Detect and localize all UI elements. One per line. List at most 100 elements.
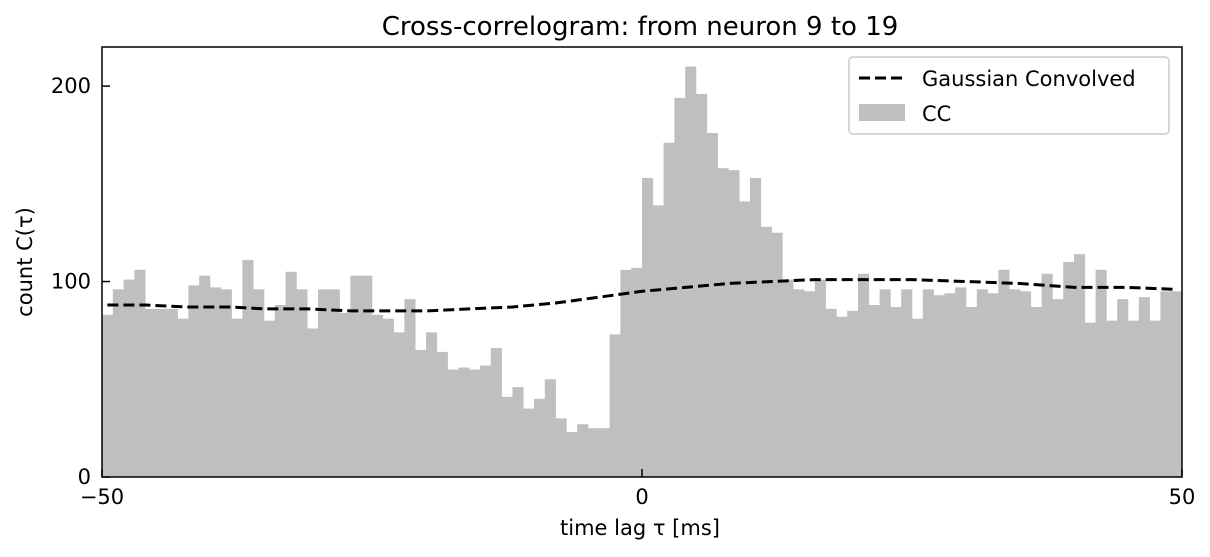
histogram-bar	[868, 305, 880, 477]
histogram-bar	[717, 168, 729, 477]
histogram-bar	[436, 351, 448, 477]
histogram-bar	[1052, 299, 1064, 477]
chart-title: Cross-correlogram: from neuron 9 to 19	[382, 12, 899, 42]
histogram-bar	[1149, 320, 1161, 477]
histogram-bar	[955, 287, 967, 477]
histogram-bar	[490, 348, 502, 477]
legend-label-cc: CC	[922, 102, 951, 126]
legend-bar-swatch	[859, 104, 905, 121]
histogram-bar	[944, 293, 956, 477]
histogram-bar	[750, 177, 762, 478]
histogram-bar	[242, 260, 254, 477]
x-axis-label: time lag τ [ms]	[560, 516, 720, 540]
histogram-bar	[328, 289, 340, 477]
histogram-bar	[231, 318, 243, 477]
histogram-bar	[501, 396, 513, 477]
histogram-bar	[890, 306, 902, 477]
histogram-bar	[102, 314, 114, 477]
histogram-bar	[933, 295, 945, 477]
y-tick-label: 0	[78, 465, 91, 489]
histogram-bar	[1009, 289, 1021, 477]
histogram-bar	[814, 279, 826, 477]
histogram-bar	[706, 133, 718, 477]
histogram-bar	[1084, 322, 1096, 477]
histogram-bar	[1117, 299, 1129, 477]
histogram-bar	[685, 66, 697, 477]
histogram-bar	[1041, 273, 1053, 477]
histogram-bar	[361, 275, 373, 477]
histogram-bar	[1106, 320, 1118, 477]
histogram-bar	[1030, 306, 1042, 477]
histogram-bar	[318, 289, 330, 477]
histogram-bar	[447, 369, 459, 477]
histogram-bar	[663, 142, 675, 478]
histogram-bar	[771, 232, 783, 477]
histogram-bars	[102, 66, 1183, 478]
histogram-bar	[177, 318, 189, 477]
histogram-bar	[901, 289, 913, 477]
histogram-bar	[976, 289, 988, 477]
histogram-bar	[339, 312, 351, 477]
legend: Gaussian Convolved CC	[848, 56, 1170, 135]
histogram-bar	[1020, 291, 1032, 477]
histogram-bar	[1171, 291, 1183, 477]
histogram-bar	[804, 291, 816, 477]
histogram-bar	[912, 318, 924, 477]
x-tick-label: 0	[635, 485, 648, 509]
histogram-bar	[264, 320, 276, 477]
histogram-bar	[922, 289, 934, 477]
histogram-bar	[393, 332, 405, 477]
histogram-bar	[112, 289, 124, 477]
histogram-bar	[285, 271, 297, 477]
histogram-bar	[544, 379, 556, 477]
histogram-bar	[156, 308, 168, 477]
histogram-bar	[1063, 262, 1075, 477]
histogram-bar	[296, 289, 308, 477]
histogram-bar	[998, 269, 1010, 477]
histogram-bar	[372, 314, 384, 477]
histogram-bar	[609, 334, 621, 477]
histogram-bar	[274, 305, 286, 477]
histogram-bar	[199, 275, 211, 477]
histogram-bar	[728, 170, 740, 478]
histogram-bar	[210, 287, 222, 477]
x-tick-label: −50	[80, 485, 124, 509]
histogram-bar	[426, 332, 438, 477]
histogram-bar	[458, 367, 470, 477]
y-tick-label: 200	[51, 74, 91, 98]
histogram-bar	[793, 289, 805, 477]
histogram-bar	[415, 349, 427, 477]
histogram-bar	[166, 308, 178, 477]
histogram-bar	[642, 177, 654, 478]
histogram-bar	[307, 328, 319, 477]
histogram-bar	[760, 226, 772, 477]
histogram-bar	[598, 428, 610, 477]
histogram-bar	[469, 369, 481, 477]
histogram-bar	[523, 408, 535, 477]
y-axis-label: count C(τ)	[13, 207, 37, 317]
histogram-bar	[134, 269, 146, 477]
histogram-bar	[1128, 320, 1140, 477]
x-tick-label: 50	[1169, 485, 1196, 509]
histogram-bar	[987, 293, 999, 477]
legend-label-gaussian: Gaussian Convolved	[922, 67, 1136, 91]
histogram-bar	[631, 267, 643, 477]
histogram-bar	[1074, 254, 1086, 477]
histogram-bar	[588, 428, 600, 477]
x-axis-ticks: −50 0 50	[80, 469, 1196, 509]
histogram-bar	[620, 269, 632, 477]
histogram-bar	[253, 289, 265, 477]
histogram-bar	[825, 308, 837, 477]
y-tick-label: 100	[51, 270, 91, 294]
histogram-bar	[188, 285, 200, 477]
legend-box	[848, 56, 1170, 135]
histogram-bar	[1160, 291, 1172, 477]
histogram-bar	[512, 387, 524, 477]
histogram-bar	[739, 201, 751, 477]
y-axis-ticks: 0 100 200	[51, 74, 110, 489]
histogram-bar	[966, 306, 978, 477]
histogram-bar	[652, 205, 664, 477]
histogram-bar	[847, 310, 859, 477]
histogram-bar	[480, 365, 492, 477]
